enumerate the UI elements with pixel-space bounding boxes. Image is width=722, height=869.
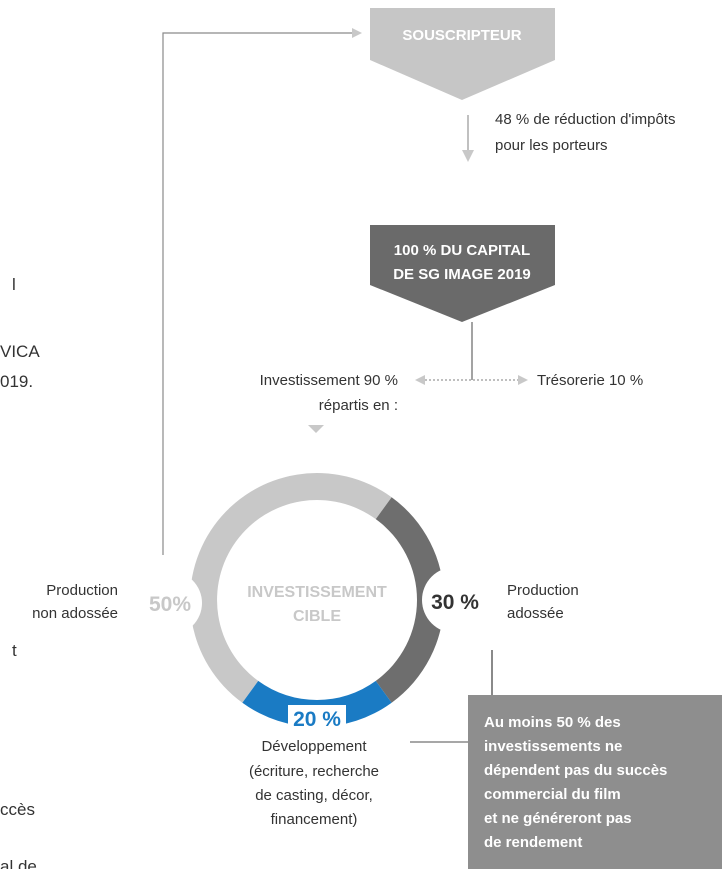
arrow xyxy=(415,375,425,385)
note-line: dépendent pas du succès xyxy=(484,762,667,779)
segment-label: financement) xyxy=(271,811,358,828)
note-line: investissements ne xyxy=(484,738,622,755)
note-text: Au moins 50 % des investissements ne dépen… xyxy=(484,714,667,851)
segment-label: (écriture, recherche xyxy=(249,763,379,780)
segment-label: Développement xyxy=(261,738,367,755)
capital: 100 % DU CAPITAL xyxy=(394,242,530,259)
fragment: t xyxy=(12,641,17,660)
capital-shape xyxy=(370,225,555,322)
fragment: l xyxy=(12,275,16,294)
donut-segment xyxy=(242,680,392,727)
arrow xyxy=(518,375,528,385)
segment-label: non adossée xyxy=(32,605,118,622)
label-cutout xyxy=(138,571,202,635)
fragment: ccès xyxy=(0,800,35,819)
investment: Investissement 90 % xyxy=(260,372,398,389)
arrow xyxy=(462,150,474,162)
donut xyxy=(190,473,444,727)
capital: DE SG IMAGE 2019 xyxy=(393,266,531,283)
note-box xyxy=(468,695,722,869)
note-line: de rendement xyxy=(484,834,582,851)
note-line: Au moins 50 % des xyxy=(484,714,621,731)
donut-segment xyxy=(190,473,392,703)
arrow xyxy=(352,28,362,38)
segment-label: adossée xyxy=(507,605,564,622)
segment-label: de casting, décor, xyxy=(255,787,373,804)
subscriber-shape xyxy=(370,8,555,100)
donut-segment xyxy=(375,497,444,703)
subscriber: SOUSCRIPTEUR xyxy=(402,27,521,44)
note-line: commercial du film xyxy=(484,786,621,803)
label-cutout xyxy=(422,567,488,633)
treasury: Trésorerie 10 % xyxy=(537,372,643,389)
arrow xyxy=(308,425,324,433)
fragment: VICA xyxy=(0,342,40,361)
label-cutout xyxy=(288,705,346,731)
segment-label: Production xyxy=(46,582,118,599)
center-label: INVESTISSEMENT xyxy=(247,584,387,601)
fragment: 019. xyxy=(0,372,33,391)
fragment: al de xyxy=(0,857,37,869)
connector xyxy=(162,32,352,555)
note-line: et ne généreront pas xyxy=(484,810,632,827)
value-label: 30 % xyxy=(431,591,479,614)
center-label: CIBLE xyxy=(293,608,341,625)
value-label: 50% xyxy=(149,593,191,616)
tax-note: pour les porteurs xyxy=(495,137,608,154)
investment: répartis en : xyxy=(319,397,398,414)
segment-label: Production xyxy=(507,582,579,599)
tax-note: 48 % de réduction d'impôts xyxy=(495,111,675,128)
value-label: 20 % xyxy=(293,708,341,731)
